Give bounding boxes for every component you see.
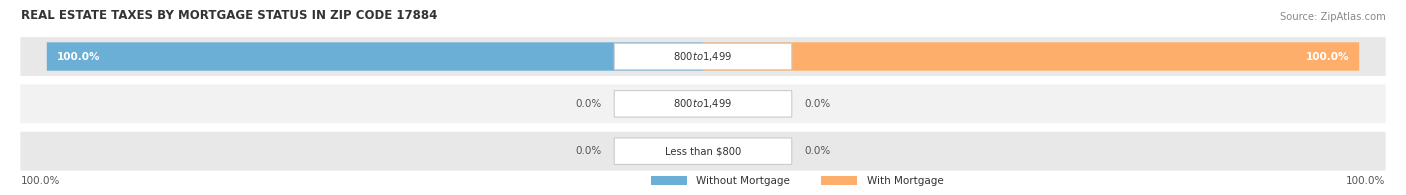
FancyBboxPatch shape: [20, 84, 1386, 123]
Text: With Mortgage: With Mortgage: [868, 176, 943, 185]
Text: REAL ESTATE TAXES BY MORTGAGE STATUS IN ZIP CODE 17884: REAL ESTATE TAXES BY MORTGAGE STATUS IN …: [21, 9, 437, 22]
Text: 100.0%: 100.0%: [1306, 51, 1350, 62]
FancyBboxPatch shape: [20, 37, 1386, 76]
FancyBboxPatch shape: [614, 138, 792, 164]
FancyBboxPatch shape: [703, 42, 1360, 71]
Text: 100.0%: 100.0%: [56, 51, 100, 62]
Text: Source: ZipAtlas.com: Source: ZipAtlas.com: [1279, 12, 1385, 22]
Text: 100.0%: 100.0%: [21, 176, 60, 185]
Text: 100.0%: 100.0%: [1346, 176, 1385, 185]
Bar: [821, 176, 858, 185]
Text: 0.0%: 0.0%: [804, 99, 831, 109]
Text: Without Mortgage: Without Mortgage: [696, 176, 790, 185]
Text: 0.0%: 0.0%: [575, 146, 602, 156]
Text: $800 to $1,499: $800 to $1,499: [673, 97, 733, 110]
FancyBboxPatch shape: [46, 42, 703, 71]
FancyBboxPatch shape: [20, 132, 1386, 171]
FancyBboxPatch shape: [614, 91, 792, 117]
Text: 0.0%: 0.0%: [804, 146, 831, 156]
Bar: [651, 176, 686, 185]
Text: $800 to $1,499: $800 to $1,499: [673, 50, 733, 63]
Text: Less than $800: Less than $800: [665, 146, 741, 156]
FancyBboxPatch shape: [614, 43, 792, 70]
Text: 0.0%: 0.0%: [575, 99, 602, 109]
